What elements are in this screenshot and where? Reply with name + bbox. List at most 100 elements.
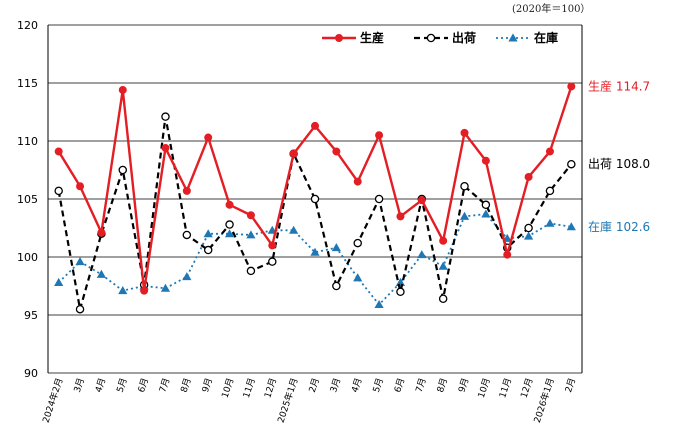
- data-point: [332, 281, 341, 291]
- data-point: [268, 241, 277, 250]
- y-tick-label: 90: [24, 367, 38, 380]
- data-point: [96, 269, 106, 278]
- data-point: [203, 245, 213, 255]
- data-point: [54, 147, 63, 156]
- data-point: [224, 229, 235, 238]
- data-point: [246, 266, 256, 276]
- x-tick-label: 7月: [157, 377, 172, 394]
- x-tick-label: 10月: [220, 377, 237, 400]
- data-point: [395, 277, 406, 286]
- data-point: [353, 273, 363, 282]
- x-tick-label: 2月: [307, 377, 322, 394]
- y-tick-label: 100: [17, 251, 38, 264]
- data-point: [204, 133, 213, 142]
- data-point: [161, 143, 170, 152]
- data-point: [426, 33, 436, 43]
- data-point: [54, 186, 63, 196]
- data-point: [374, 299, 384, 309]
- x-tick-label: 2月: [563, 377, 578, 394]
- data-point: [76, 182, 85, 191]
- y-tick-label: 95: [24, 309, 38, 322]
- data-point: [374, 194, 384, 204]
- data-point: [503, 250, 512, 259]
- x-tick-label: 4月: [350, 377, 365, 394]
- x-tick-label: 2025年1月: [275, 376, 301, 424]
- end-label: 出荷 108.0: [588, 157, 650, 171]
- x-tick-label: 12月: [519, 377, 536, 400]
- data-point: [118, 85, 127, 94]
- legend-label: 在庫: [534, 30, 558, 45]
- y-tick-label: 115: [17, 77, 38, 90]
- data-point: [460, 128, 469, 137]
- data-point: [353, 177, 362, 186]
- data-point: [567, 159, 576, 169]
- data-point: [396, 287, 405, 297]
- x-tick-label: 2026年1月: [531, 376, 557, 424]
- x-tick-label: 12月: [262, 377, 279, 400]
- data-point: [75, 257, 85, 266]
- data-point: [524, 231, 534, 240]
- data-point: [182, 186, 191, 195]
- x-tick-label: 3月: [328, 377, 343, 394]
- data-point: [160, 283, 171, 292]
- data-point: [567, 82, 576, 91]
- data-point: [97, 228, 106, 237]
- data-point: [524, 172, 533, 181]
- base-year-note: (2020年＝100）: [512, 4, 591, 15]
- data-point: [140, 286, 149, 295]
- data-point: [438, 261, 448, 270]
- x-tick-label: 9月: [200, 377, 215, 394]
- data-point: [289, 149, 298, 158]
- data-point: [332, 147, 341, 156]
- data-point: [225, 200, 234, 209]
- data-point: [75, 304, 85, 314]
- data-point: [566, 222, 576, 231]
- y-tick-label: 120: [17, 19, 38, 32]
- data-point: [524, 223, 533, 233]
- data-point: [225, 220, 234, 229]
- data-point: [311, 121, 319, 130]
- data-point: [335, 34, 343, 42]
- data-point: [460, 181, 469, 191]
- data-point: [268, 257, 277, 266]
- x-tick-label: 5月: [115, 377, 130, 394]
- x-tick-label: 10月: [476, 377, 493, 400]
- axis-layer: 90 95 100 105 110 115 120 2024年2月 3月 4月 5月 6月 7月 8月 9月…: [17, 19, 583, 424]
- x-tick-label: 11月: [497, 377, 514, 400]
- x-tick-label: 5月: [371, 377, 386, 394]
- data-point: [439, 236, 448, 245]
- data-point: [182, 230, 192, 240]
- data-point: [375, 131, 384, 140]
- legend: 生産 出荷 在庫: [322, 30, 558, 45]
- x-tick-label: 7月: [414, 377, 429, 394]
- x-tick-label: 4月: [93, 377, 108, 394]
- x-tick-label: 11月: [241, 377, 258, 400]
- data-point: [203, 229, 213, 238]
- data-point: [396, 212, 405, 221]
- x-tick-label: 9月: [456, 377, 471, 394]
- y-tick-label: 105: [17, 193, 38, 206]
- data-point: [353, 238, 362, 248]
- legend-label: 生産: [360, 30, 384, 45]
- x-tick-label: 8月: [179, 377, 194, 394]
- data-point: [310, 247, 320, 256]
- data-point: [161, 112, 170, 121]
- data-point: [54, 277, 64, 286]
- data-point: [545, 186, 555, 196]
- data-point: [481, 200, 491, 210]
- x-tick-label: 2024年2月: [40, 376, 66, 424]
- series-layer: [54, 82, 576, 314]
- data-point: [182, 272, 192, 281]
- data-point: [438, 294, 448, 304]
- series-line: [57, 86, 573, 292]
- x-tick-label: 8月: [435, 377, 450, 394]
- y-tick-label: 110: [17, 135, 38, 148]
- data-point: [508, 33, 518, 42]
- data-point: [417, 250, 427, 259]
- end-label: 生産 114.7: [588, 78, 650, 93]
- legend-label: 出荷: [452, 30, 476, 45]
- x-tick-label: 6月: [392, 377, 407, 394]
- data-point: [310, 194, 320, 204]
- data-point: [118, 165, 128, 175]
